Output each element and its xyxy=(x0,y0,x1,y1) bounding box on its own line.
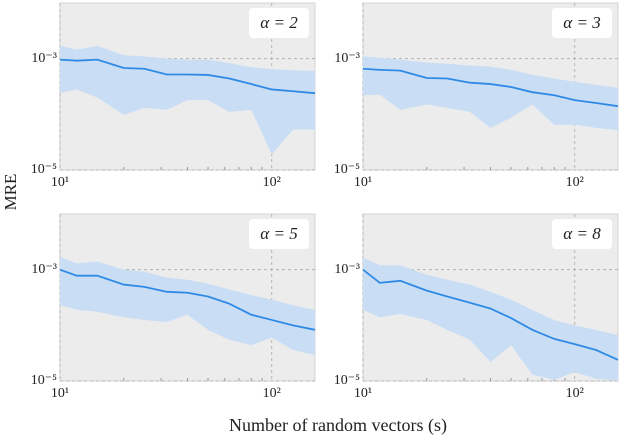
title-box xyxy=(552,219,612,249)
y-tick-label: 10⁻⁵ xyxy=(31,162,57,177)
x-tick-label: 10¹ xyxy=(354,386,372,401)
x-axis-label: Number of random vectors (s) xyxy=(229,415,447,436)
title-box xyxy=(552,8,612,38)
x-tick-label: 10¹ xyxy=(51,175,69,190)
y-tick-label: 10⁻³ xyxy=(31,51,57,66)
y-tick-label: 10⁻³ xyxy=(31,262,57,277)
panel-title: α = 8 xyxy=(563,224,601,243)
x-tick-label: 10² xyxy=(566,175,584,190)
panel-title: α = 5 xyxy=(260,224,297,243)
y-tick-label: 10⁻⁵ xyxy=(334,162,360,177)
title-box xyxy=(249,219,309,249)
x-tick-label: 10¹ xyxy=(354,175,372,190)
panel-title: α = 3 xyxy=(563,13,600,32)
y-tick-label: 10⁻⁵ xyxy=(31,373,57,388)
line xyxy=(60,268,315,331)
band xyxy=(60,256,315,356)
x-tick-label: 10¹ xyxy=(51,386,69,401)
band xyxy=(363,56,618,131)
band xyxy=(363,257,618,381)
title-box xyxy=(249,8,309,38)
x-tick-label: 10² xyxy=(566,386,584,401)
x-tick-label: 10² xyxy=(263,175,281,190)
line xyxy=(363,268,618,361)
panel-title: α = 2 xyxy=(260,13,298,32)
y-tick-label: 10⁻³ xyxy=(334,51,360,66)
line xyxy=(60,58,315,95)
y-tick-label: 10⁻³ xyxy=(334,262,360,277)
y-axis-label: MRE xyxy=(1,174,20,211)
line xyxy=(363,67,618,108)
y-tick-label: 10⁻⁵ xyxy=(334,373,360,388)
band xyxy=(60,45,315,155)
x-tick-label: 10² xyxy=(263,386,281,401)
